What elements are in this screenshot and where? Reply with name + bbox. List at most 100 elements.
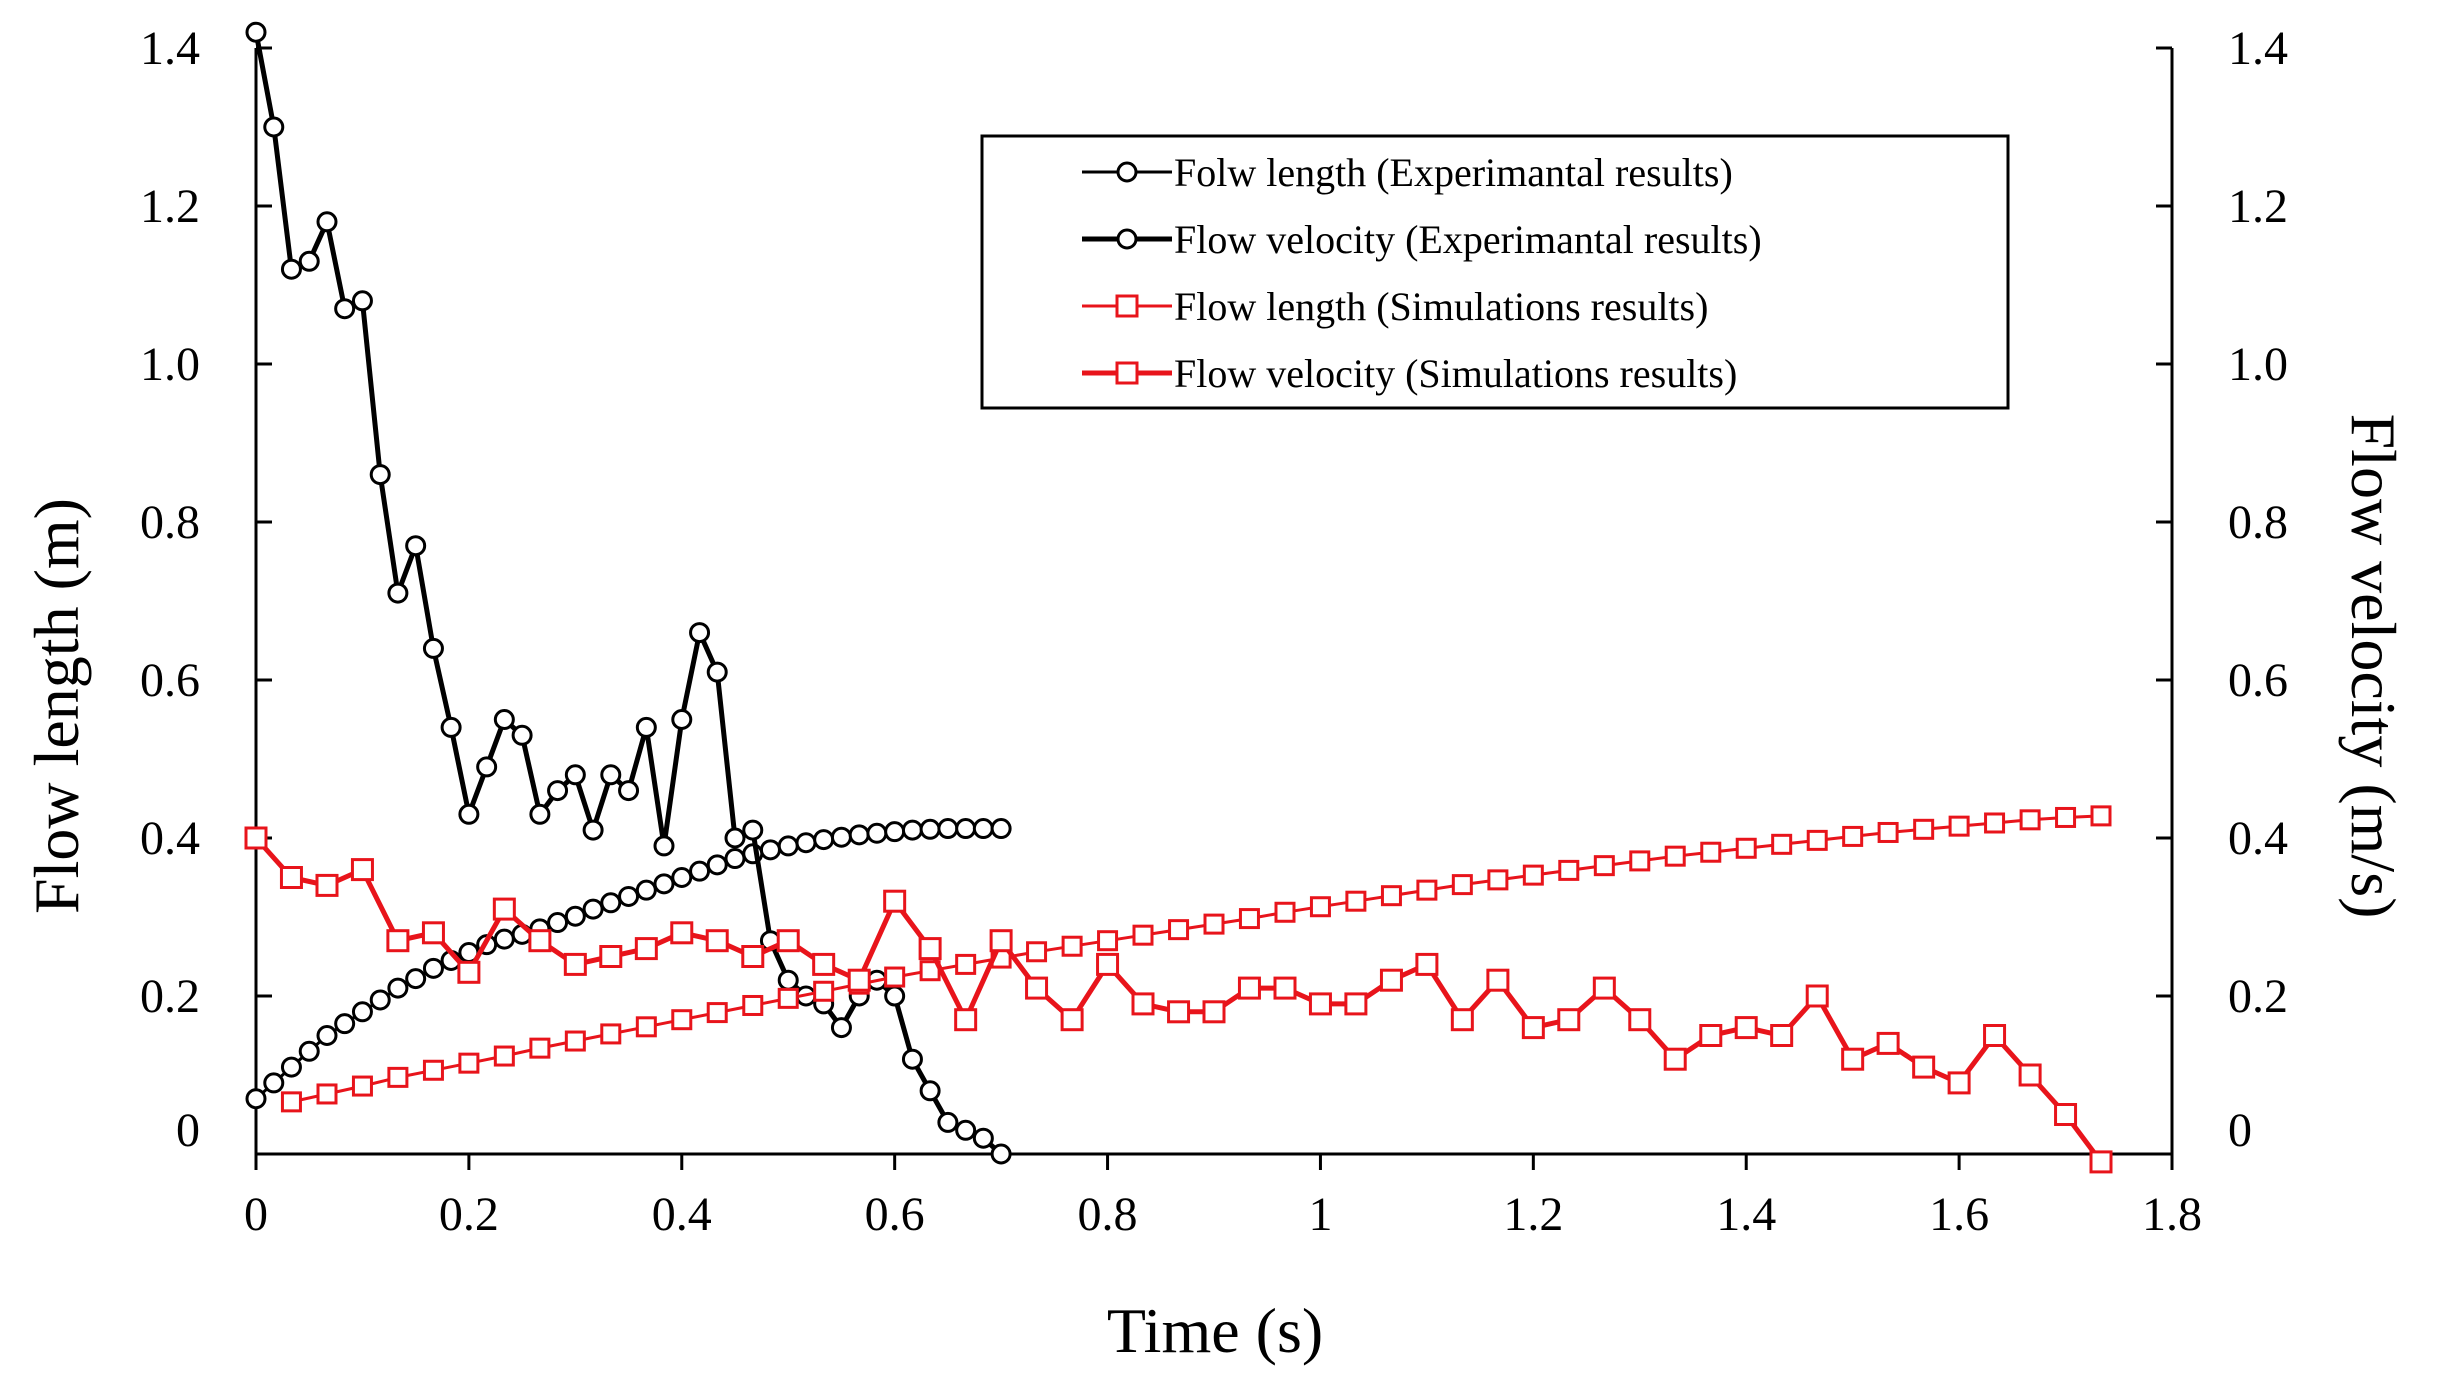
- legend-entry: Flow length (Simulations results): [1082, 284, 1708, 329]
- data-point: [759, 839, 781, 861]
- y-tick-label-left: 0.8: [140, 496, 200, 549]
- data-point: [1096, 952, 1120, 976]
- data-point: [599, 945, 623, 968]
- data-point: [529, 803, 551, 825]
- data-point: [1876, 1031, 1900, 1055]
- data-point: [1664, 845, 1686, 867]
- y-tick-label-right: 0.4: [2228, 812, 2288, 865]
- data-point: [1700, 841, 1722, 863]
- data-point: [830, 1017, 852, 1039]
- data-point: [689, 860, 711, 882]
- legend-entry: Folw length (Experimantal results): [1082, 150, 1733, 195]
- data-point: [1770, 1024, 1794, 1047]
- data-point: [351, 290, 373, 312]
- x-tick-label: 1.4: [1716, 1188, 1776, 1241]
- data-point: [280, 1091, 302, 1113]
- data-point: [1663, 1047, 1687, 1071]
- data-point: [1558, 859, 1580, 881]
- data-point: [2054, 1103, 2078, 1126]
- y-tick-label-left: 0.2: [140, 970, 200, 1023]
- data-point: [351, 1075, 373, 1097]
- x-tick-label: 1.6: [1929, 1188, 1989, 1241]
- data-point: [1842, 825, 1864, 847]
- data-point: [1273, 976, 1297, 1000]
- data-point: [245, 21, 267, 43]
- data-point: [866, 822, 888, 844]
- data-point: [1203, 913, 1225, 935]
- data-point: [1168, 919, 1190, 941]
- data-point: [511, 724, 533, 746]
- data-point: [742, 994, 764, 1016]
- data-point: [564, 764, 586, 786]
- legend-marker: [1115, 294, 1139, 318]
- data-point: [422, 637, 444, 659]
- data-point: [618, 780, 640, 802]
- y-tick-label-right: 1.2: [2228, 180, 2288, 233]
- series-layer: [244, 21, 2113, 1174]
- data-point: [847, 968, 871, 992]
- data-point: [1026, 941, 1048, 963]
- data-point: [884, 821, 906, 843]
- data-point: [600, 1023, 622, 1045]
- data-point: [1308, 992, 1332, 1016]
- x-tick-label: 0.4: [652, 1188, 712, 1241]
- data-point: [547, 780, 569, 802]
- y-tick-label-right: 0.8: [2228, 496, 2288, 549]
- y-tick-label-right: 0.6: [2228, 654, 2288, 707]
- data-point: [458, 803, 480, 825]
- data-point: [1097, 930, 1119, 952]
- data-point: [955, 818, 977, 840]
- data-point: [529, 1037, 551, 1059]
- data-point: [1132, 924, 1154, 946]
- data-point: [848, 824, 870, 846]
- legend-label: Folw length (Experimantal results): [1174, 150, 1733, 195]
- data-point: [1416, 879, 1438, 901]
- data-point: [2055, 806, 2077, 828]
- data-point: [1167, 1000, 1191, 1024]
- data-point: [600, 764, 622, 786]
- legend-entry: Flow velocity (Experimantal results): [1082, 217, 1762, 262]
- data-point: [263, 116, 285, 138]
- x-tick-label: 0.2: [439, 1188, 499, 1241]
- data-point: [901, 819, 923, 841]
- data-point: [689, 622, 711, 644]
- legend-label: Flow velocity (Experimantal results): [1174, 217, 1762, 262]
- data-point: [1912, 1055, 1936, 1079]
- x-tick-label: 0.6: [865, 1188, 925, 1241]
- x-axis-title: Time (s): [1107, 1295, 1323, 1366]
- data-point: [1734, 1016, 1758, 1040]
- data-point: [706, 661, 728, 683]
- data-point: [670, 921, 694, 945]
- data-point: [492, 897, 516, 921]
- series-2: [245, 21, 1012, 1165]
- data-point: [990, 818, 1012, 840]
- data-point: [582, 819, 604, 841]
- data-point: [919, 818, 941, 840]
- x-tick-label: 1.8: [2142, 1188, 2202, 1241]
- data-point: [635, 716, 657, 738]
- data-point: [316, 1083, 338, 1105]
- data-point: [937, 818, 959, 840]
- legend-marker: [1116, 228, 1138, 250]
- data-point: [883, 889, 907, 913]
- data-point: [830, 826, 852, 848]
- data-point: [405, 535, 427, 557]
- data-point: [724, 827, 746, 849]
- y-tick-label-right: 1.4: [2228, 22, 2288, 75]
- data-point: [671, 867, 693, 888]
- y-tick-label-left: 1.4: [140, 22, 200, 75]
- data-point: [990, 1143, 1012, 1165]
- data-point: [972, 1127, 994, 1149]
- data-point: [369, 989, 391, 1011]
- data-point: [1557, 1008, 1581, 1032]
- data-point: [2018, 1063, 2042, 1087]
- data-point: [954, 1008, 978, 1032]
- data-point: [493, 1045, 515, 1067]
- data-point: [706, 854, 728, 876]
- data-point: [937, 1111, 959, 1133]
- data-point: [1131, 992, 1155, 1016]
- data-point: [618, 885, 640, 907]
- data-point: [1379, 968, 1403, 992]
- legend-entry: Flow velocity (Simulations results): [1082, 351, 1737, 396]
